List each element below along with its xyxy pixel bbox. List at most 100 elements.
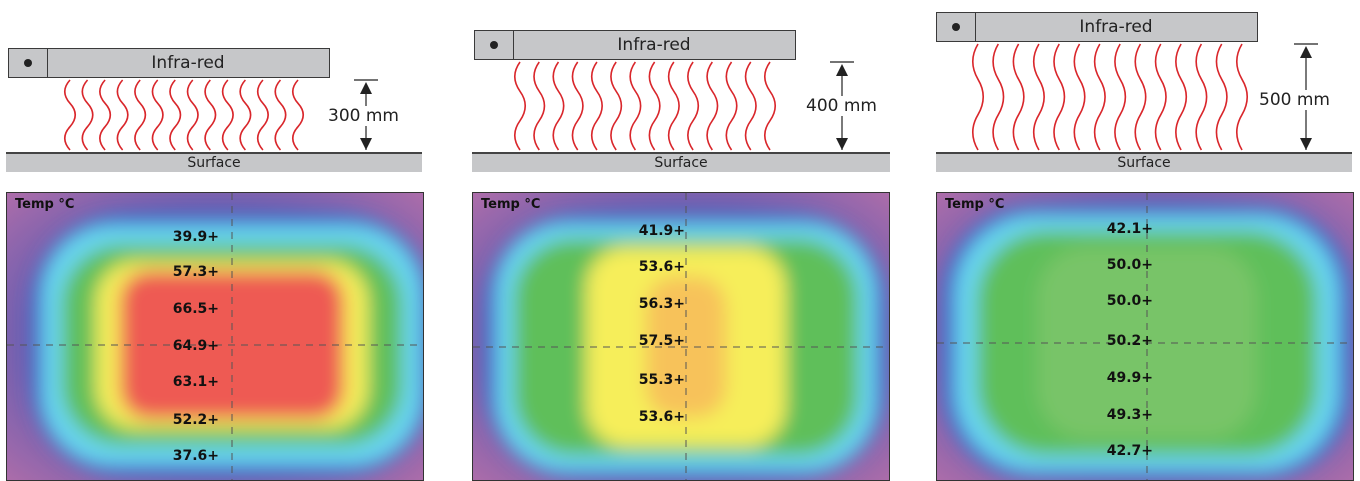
infrared-wave [239, 79, 252, 151]
temperature-reading: 39.9+ [172, 229, 219, 245]
arrow-down-icon [1300, 138, 1312, 150]
temperature-reading: 41.9+ [638, 223, 685, 239]
infrared-wave [725, 61, 738, 151]
heater-label: Infra-red [151, 53, 225, 73]
infrared-wave [629, 61, 642, 151]
distance-label: 500 mm [1258, 90, 1331, 110]
infrared-wave [706, 61, 719, 151]
infrared-wave [571, 61, 584, 151]
heater-switch [9, 49, 48, 77]
indicator-dot-icon [24, 59, 32, 67]
infrared-wave [1114, 43, 1127, 151]
heater-switch [937, 13, 976, 41]
temperature-reading: 42.1+ [1106, 221, 1153, 237]
infrared-wave [610, 61, 623, 151]
infrared-wave [116, 79, 129, 151]
temperature-reading: 56.3+ [638, 296, 685, 312]
infrared-wave [533, 61, 546, 151]
temperature-reading: 37.6+ [172, 448, 219, 464]
infrared-wave [291, 79, 305, 151]
infrared-wave [590, 61, 603, 151]
temperature-reading: 42.7+ [1106, 443, 1153, 459]
temperature-reading: 50.0+ [1106, 257, 1153, 273]
temperature-reading: 50.2+ [1106, 333, 1153, 349]
surface-bar: Surface [472, 152, 890, 172]
thermal-title: Temp °C [15, 197, 75, 212]
infrared-heater: Infra-red [8, 48, 330, 78]
thermal-image: Temp °C 41.9+ 53.6+ 56.3+ 57.5+ 55.3+ 53.6+ [472, 192, 890, 481]
panel-400mm: Infra-red Surface 400 mm Temp °C 41.9+ 53… [466, 0, 896, 481]
indicator-dot-icon [490, 41, 498, 49]
temperature-reading: 53.6+ [638, 409, 685, 425]
temperature-reading: 52.2+ [172, 412, 219, 428]
infrared-wave [992, 43, 1005, 151]
infrared-heater: Infra-red [474, 30, 796, 60]
infrared-wave [204, 79, 217, 151]
heater-label: Infra-red [617, 35, 691, 55]
surface-bar: Surface [6, 152, 422, 172]
infrared-wave [134, 79, 147, 151]
temperature-reading: 57.3+ [172, 264, 219, 280]
arrow-up-icon [360, 82, 372, 94]
infrared-wave [1215, 43, 1228, 151]
arrow-up-icon [1300, 46, 1312, 58]
temperature-reading: 49.9+ [1106, 370, 1153, 386]
infrared-wave [763, 61, 777, 151]
infrared-wave [256, 79, 269, 151]
arrow-up-icon [836, 64, 848, 76]
temperature-reading: 50.0+ [1106, 293, 1153, 309]
temperature-reading: 63.1+ [172, 374, 219, 390]
infrared-heater: Infra-red [936, 12, 1258, 42]
heater-switch [475, 31, 514, 59]
heatmap-3 [937, 193, 1353, 480]
distance-label: 400 mm [805, 96, 878, 116]
infrared-wave [274, 79, 287, 151]
temperature-reading: 66.5+ [172, 301, 219, 317]
infrared-wave [221, 79, 234, 151]
infrared-wave [186, 79, 199, 151]
panel-500mm: Infra-red Surface 500 mm Temp °C 42.1+ 50… [930, 0, 1360, 481]
infrared-wave [1032, 43, 1045, 151]
infrared-wave [1235, 43, 1249, 151]
infrared-wave [971, 43, 985, 151]
infrared-wave [169, 79, 182, 151]
infrared-wave [151, 79, 164, 151]
panel-300mm: Infra-red Surface 300 mm Temp °C 39.9+ 57… [0, 0, 430, 481]
infrared-wave [1154, 43, 1167, 151]
infrared-wave [99, 79, 112, 151]
infrared-wave [648, 61, 661, 151]
arrow-down-icon [836, 138, 848, 150]
indicator-dot-icon [952, 23, 960, 31]
infrared-wave [667, 61, 680, 151]
heatmap-2 [473, 193, 889, 480]
temperature-reading: 49.3+ [1106, 407, 1153, 423]
wave-layer-2 [513, 61, 854, 151]
infrared-wave [744, 61, 757, 151]
infrared-wave [687, 61, 700, 151]
wave-layer-1 [63, 79, 378, 151]
temperature-reading: 57.5+ [638, 333, 685, 349]
infrared-wave [1073, 43, 1086, 151]
infrared-wave [63, 79, 77, 151]
infrared-wave [513, 61, 527, 151]
surface-bar: Surface [936, 152, 1352, 172]
thermal-title: Temp °C [945, 197, 1005, 212]
infrared-wave [81, 79, 94, 151]
infrared-wave [1134, 43, 1147, 151]
distance-label: 300 mm [327, 106, 400, 126]
temperature-reading: 55.3+ [638, 372, 685, 388]
thermal-title: Temp °C [481, 197, 541, 212]
infrared-wave [1093, 43, 1106, 151]
infrared-wave [1175, 43, 1188, 151]
thermal-image: Temp °C 42.1+ 50.0+ 50.0+ 50.2+ 49.9+ 49.3+ 42… [936, 192, 1354, 481]
heater-label: Infra-red [1079, 17, 1153, 37]
infrared-wave [1012, 43, 1025, 151]
temperature-reading: 53.6+ [638, 259, 685, 275]
thermal-image: Temp °C 39.9+ 57.3+ 66.5+ 64.9+ 63.1+ 52.2+ 37… [6, 192, 424, 481]
heatmap-1 [7, 193, 423, 480]
arrow-down-icon [360, 138, 372, 150]
infrared-wave [552, 61, 565, 151]
infrared-wave [1195, 43, 1208, 151]
temperature-reading: 64.9+ [172, 338, 219, 354]
infrared-wave [1053, 43, 1066, 151]
